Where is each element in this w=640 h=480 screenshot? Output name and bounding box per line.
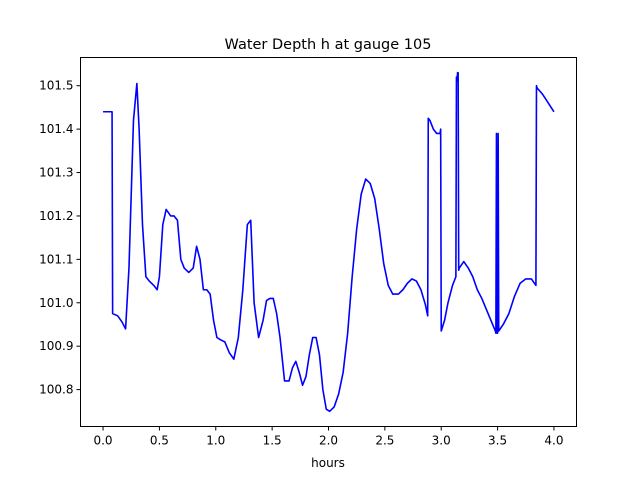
y-tick-label: 101.0 [39,296,73,310]
y-tick-label: 100.9 [39,339,73,353]
y-tick-label: 101.3 [39,166,73,180]
y-tick-label: 101.5 [39,79,73,93]
y-tick-label: 101.2 [39,209,73,223]
axis-ticks: 0.0 0.5 1.0 1.5 2.0 2.5 3.0 3.5 4.0 100.8 100.9 101… [39,79,563,448]
chart-title: Water Depth h at gauge 105 [225,37,432,53]
plot-series [103,71,555,413]
x-tick-label: 4.0 [544,434,563,448]
y-tick-label: 100.8 [39,383,73,397]
x-tick-label: 2.5 [375,434,394,448]
y-tick-label: 101.1 [39,252,73,266]
x-tick-label: 0.0 [93,434,112,448]
x-axis-label: hours [311,456,345,470]
plot-area-frame [80,57,577,427]
x-tick-label: 1.5 [263,434,282,448]
x-tick-label: 3.5 [488,434,507,448]
series-line [103,71,555,413]
x-tick-label: 0.5 [150,434,169,448]
x-tick-label: 3.0 [432,434,451,448]
x-tick-label: 2.0 [319,434,338,448]
y-tick-label: 101.4 [39,122,73,136]
x-tick-label: 1.0 [206,434,225,448]
